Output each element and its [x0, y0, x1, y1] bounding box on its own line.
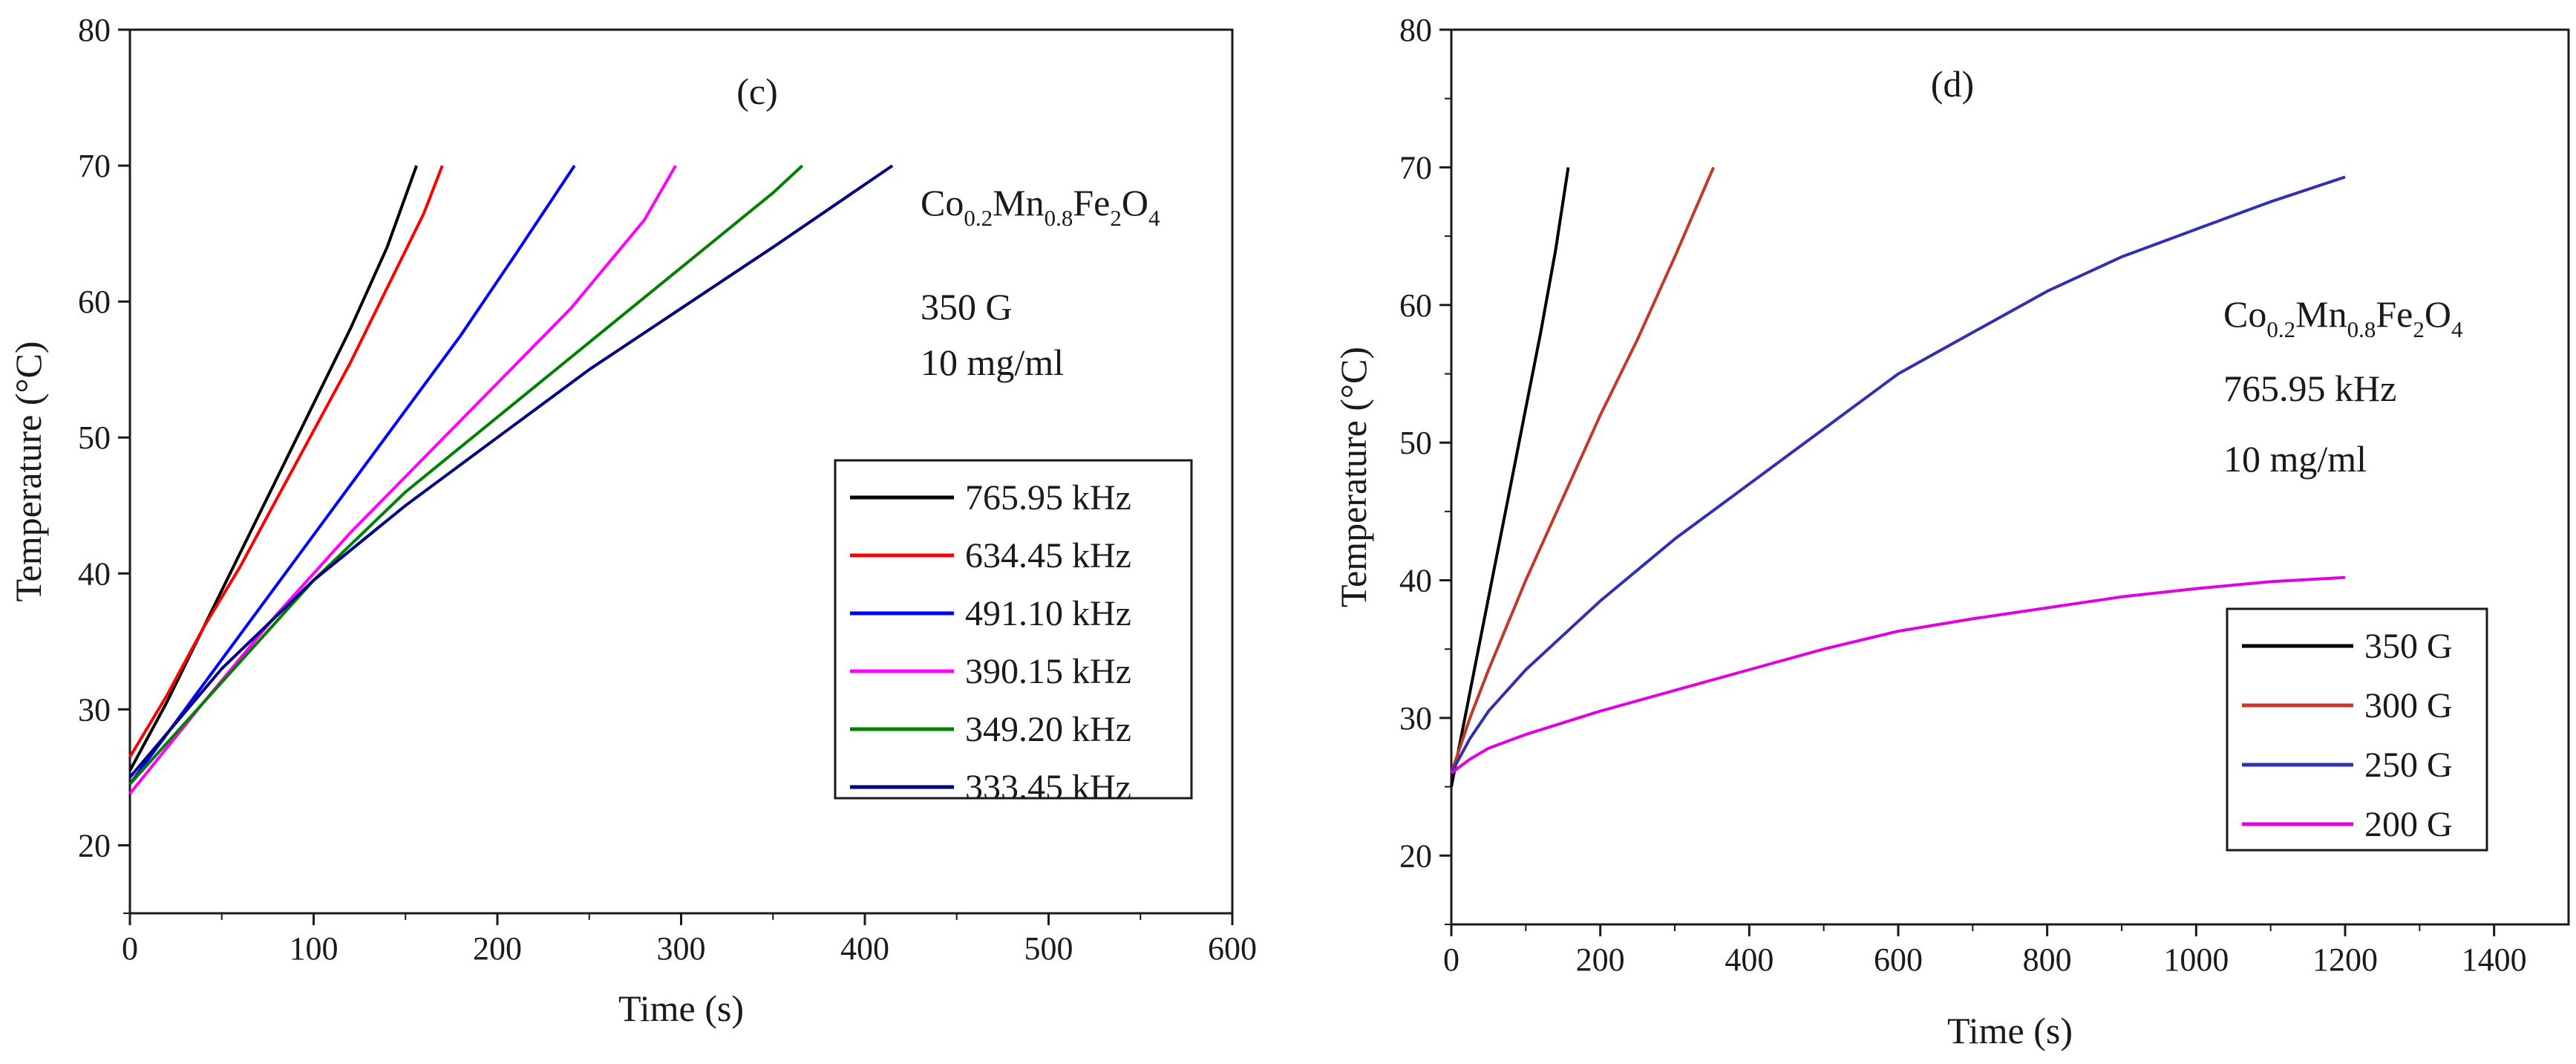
- formula-element: Mn: [993, 182, 1044, 223]
- panel-c-chart: 0 100 200 300 400 500 600 20 30 40 50 60 70 80 Time (s…: [7, 12, 1257, 1029]
- y-tick-label: 60: [1399, 287, 1432, 324]
- series-line-3: [1450, 175, 2346, 774]
- formula-element: O: [1122, 182, 1148, 223]
- y-axis-title: Temperature (°C): [7, 341, 49, 601]
- y-tick-label: 40: [1399, 563, 1432, 599]
- series-line-1: [1450, 167, 1570, 787]
- x-tick-label: 100: [290, 930, 339, 967]
- formula-element: Fe: [1073, 182, 1110, 223]
- legend-label-2: 300 G: [2364, 686, 2453, 725]
- y-tick-label: 60: [78, 284, 111, 320]
- x-axis-title: Time (s): [1947, 1010, 2073, 1051]
- formula-subscript: 0.8: [1045, 205, 1073, 231]
- series-line-2: [1450, 166, 1716, 774]
- series-line-6: [128, 164, 894, 779]
- y-tick-label: 30: [1399, 700, 1432, 737]
- x-tick-label: 600: [1874, 941, 1923, 978]
- formula-subscript: 2: [1110, 205, 1122, 231]
- x-tick-label: 1400: [2462, 941, 2527, 978]
- annotation-line-1: 350 G: [921, 286, 1013, 327]
- x-tick-label: 200: [1576, 941, 1625, 978]
- x-tick-label: 300: [657, 930, 706, 967]
- series-line-5: [128, 164, 804, 786]
- formula-element: O: [2425, 293, 2451, 335]
- y-axis-title: Temperature (°C): [1333, 347, 1374, 607]
- x-tick-label: 800: [2023, 941, 2072, 978]
- y-tick-label: 50: [78, 420, 111, 456]
- x-tick-label: 1000: [2163, 941, 2229, 978]
- x-axis-title: Time (s): [618, 988, 744, 1029]
- formula-subscript: 0.2: [964, 205, 993, 231]
- series-line-1: [128, 165, 418, 771]
- formula-subscript: 0.8: [2347, 316, 2376, 342]
- x-tick-label: 400: [840, 930, 889, 967]
- formula-subscript: 4: [1148, 205, 1160, 231]
- series-line-4: [128, 165, 677, 795]
- x-tick-label: 600: [1208, 930, 1257, 967]
- y-tick-label: 30: [78, 691, 111, 728]
- legend-box: [834, 459, 1193, 800]
- formula-element: Co: [921, 182, 964, 223]
- x-tick-label: 1200: [2312, 941, 2378, 978]
- formula-element: Mn: [2295, 293, 2347, 335]
- legend-label-3: 491.10 kHz: [965, 594, 1131, 633]
- x-tick-label: 0: [122, 930, 138, 967]
- legend-label-3: 250 G: [2364, 745, 2453, 785]
- x-tick-label: 0: [1443, 941, 1459, 978]
- panel-label: (d): [1931, 63, 1974, 105]
- legend-label-6: 333.45 kHz: [965, 768, 1131, 807]
- formula-subscript: 0.2: [2266, 316, 2295, 342]
- y-tick-label: 70: [78, 148, 111, 184]
- formula-label: Co0.2Mn0.8Fe2O4: [921, 182, 1160, 231]
- y-tick-label: 70: [1399, 149, 1432, 186]
- formula-element: Co: [2223, 293, 2266, 335]
- annotation-line-1: 765.95 kHz: [2223, 368, 2396, 409]
- y-tick-label: 20: [78, 827, 111, 864]
- legend-label-1: 350 G: [2364, 627, 2453, 666]
- x-tick-label: 500: [1024, 930, 1073, 967]
- y-tick-label: 40: [78, 555, 111, 592]
- y-tick-label: 20: [1399, 838, 1432, 874]
- plot-frame: [1450, 28, 2570, 926]
- legend-box: [2226, 607, 2488, 852]
- formula-label: Co0.2Mn0.8Fe2O4: [2223, 293, 2463, 342]
- x-tick-label: 400: [1725, 941, 1774, 978]
- formula-element: Fe: [2376, 293, 2413, 335]
- legend-label-4: 200 G: [2364, 805, 2453, 844]
- formula-subscript: 2: [2413, 316, 2425, 342]
- series-line-2: [128, 165, 444, 758]
- formula-subscript: 4: [2451, 316, 2463, 342]
- panel-label: (c): [736, 71, 778, 112]
- series-line-3: [128, 164, 576, 786]
- y-tick-label: 50: [1399, 425, 1432, 461]
- legend-label-2: 634.45 kHz: [965, 536, 1131, 575]
- legend-label-5: 349.20 kHz: [965, 710, 1131, 749]
- x-tick-label: 200: [473, 930, 522, 967]
- annotation-line-2: 10 mg/ml: [2223, 438, 2367, 480]
- series-line-4: [1450, 575, 2346, 774]
- annotation-line-2: 10 mg/ml: [921, 342, 1064, 383]
- legend-label-4: 390.15 kHz: [965, 652, 1131, 691]
- y-tick-label: 80: [78, 12, 111, 48]
- y-tick-label: 80: [1399, 12, 1432, 48]
- legend-label-1: 765.95 kHz: [965, 478, 1131, 518]
- panel-d-chart: 0 200 400 600 800 1000 1200 1400 20 30 40 50 60 70 80 T…: [1333, 12, 2570, 1051]
